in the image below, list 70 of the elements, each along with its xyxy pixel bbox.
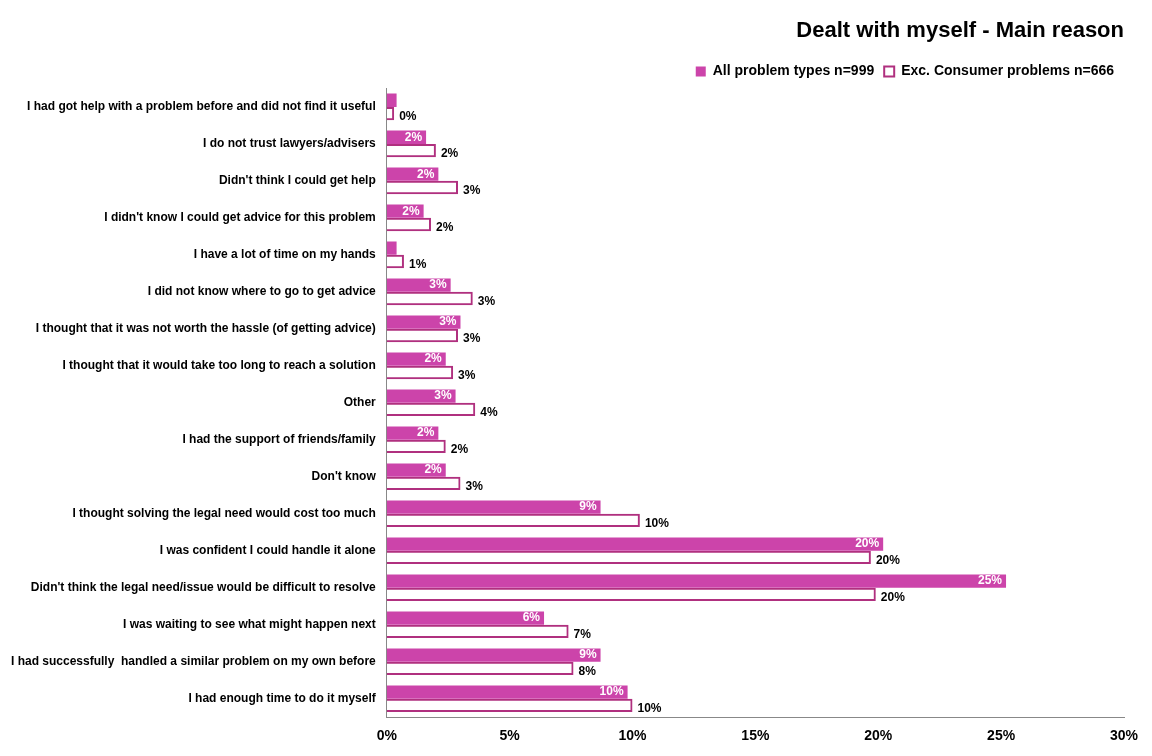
chart-title: Dealt with myself - Main reason	[796, 17, 1124, 43]
data-label: 3%	[477, 293, 496, 308]
data-label: 2%	[424, 462, 443, 477]
y-tick-label: I didn't know I could get advice for this problem	[104, 210, 376, 225]
bar	[386, 463, 446, 477]
data-label: 20%	[875, 552, 901, 567]
x-tick-label: 30%	[1109, 727, 1139, 744]
data-label: 3%	[434, 388, 452, 403]
x-tick-label: 10%	[618, 727, 648, 744]
data-label: 8%	[578, 663, 597, 678]
data-label: 20%	[855, 536, 880, 551]
data-label: 9%	[579, 647, 597, 662]
bar	[386, 500, 601, 514]
y-tick-label: Didn't think I could get help	[218, 173, 376, 188]
legend-label: All problem types n=999	[712, 62, 875, 79]
data-label: 4%	[480, 404, 498, 419]
data-label: 3%	[463, 182, 481, 197]
bar	[386, 611, 545, 625]
legend-label: Exc. Consumer problems n=666	[901, 62, 1115, 79]
data-label: 2%	[440, 145, 459, 160]
data-label: 20%	[880, 589, 906, 604]
x-tick-label: 20%	[864, 727, 893, 744]
bar	[386, 389, 456, 403]
data-label: 0%	[399, 108, 417, 123]
y-tick-label: I do not trust lawyers/advisers	[203, 136, 377, 151]
y-tick-label: I had enough time to do it myself	[188, 691, 377, 706]
bar	[386, 93, 397, 107]
y-tick-label: I was confident I could handle it alone	[159, 543, 377, 558]
data-label: 2%	[424, 351, 443, 366]
x-tick-label: 5%	[499, 727, 521, 744]
data-label: 3%	[458, 367, 476, 382]
data-label: 3%	[439, 314, 457, 329]
data-label: 2%	[404, 129, 423, 144]
data-label: 2%	[417, 425, 435, 440]
data-label: 9%	[579, 499, 597, 514]
data-label: 7%	[573, 626, 592, 641]
data-label: 10%	[599, 684, 624, 699]
y-tick-label: I thought that it would take too long to reach a solution	[62, 358, 376, 373]
data-label: 2%	[435, 219, 454, 234]
data-label: 10%	[637, 700, 662, 715]
y-tick-label: I did not know where to go to get advice	[147, 284, 377, 299]
y-tick-label: I had successfully handled a similar problem on my own before	[10, 654, 377, 669]
y-tick-label: I had got help with a problem before and did not find it useful	[27, 99, 376, 114]
data-label: 1%	[408, 256, 427, 271]
bar	[386, 648, 601, 662]
data-label: 6%	[522, 610, 541, 625]
data-label: 10%	[644, 515, 670, 530]
bar	[386, 352, 446, 366]
data-label: 25%	[978, 573, 1003, 588]
y-tick-label: I have a lot of time on my hands	[193, 247, 377, 262]
bar	[386, 685, 628, 699]
x-tick-label: 15%	[741, 727, 770, 744]
y-tick-label: I thought that it was not worth the hassle (of getting advice)	[35, 321, 376, 336]
data-label: 2%	[402, 203, 420, 218]
data-label: 3%	[465, 478, 484, 493]
x-tick-label: 25%	[987, 727, 1016, 744]
y-tick-label: I thought solving the legal need would cost too much	[72, 506, 376, 521]
bar	[386, 537, 884, 551]
x-tick-label: 0%	[376, 727, 398, 744]
y-tick-label: I was waiting to see what might happen next	[123, 617, 376, 632]
data-label: 2%	[417, 166, 435, 181]
data-label: 3%	[429, 277, 447, 292]
bar	[386, 241, 397, 255]
data-label: 3%	[463, 330, 481, 345]
data-label: 2%	[450, 441, 469, 456]
bar	[386, 574, 1007, 588]
y-tick-label: Other	[343, 395, 377, 410]
y-tick-label: Didn't think the legal need/issue would be difficult to resolve	[30, 580, 377, 595]
y-tick-label: Don't know	[311, 469, 377, 484]
y-tick-label: I had the support of friends/family	[182, 432, 377, 447]
